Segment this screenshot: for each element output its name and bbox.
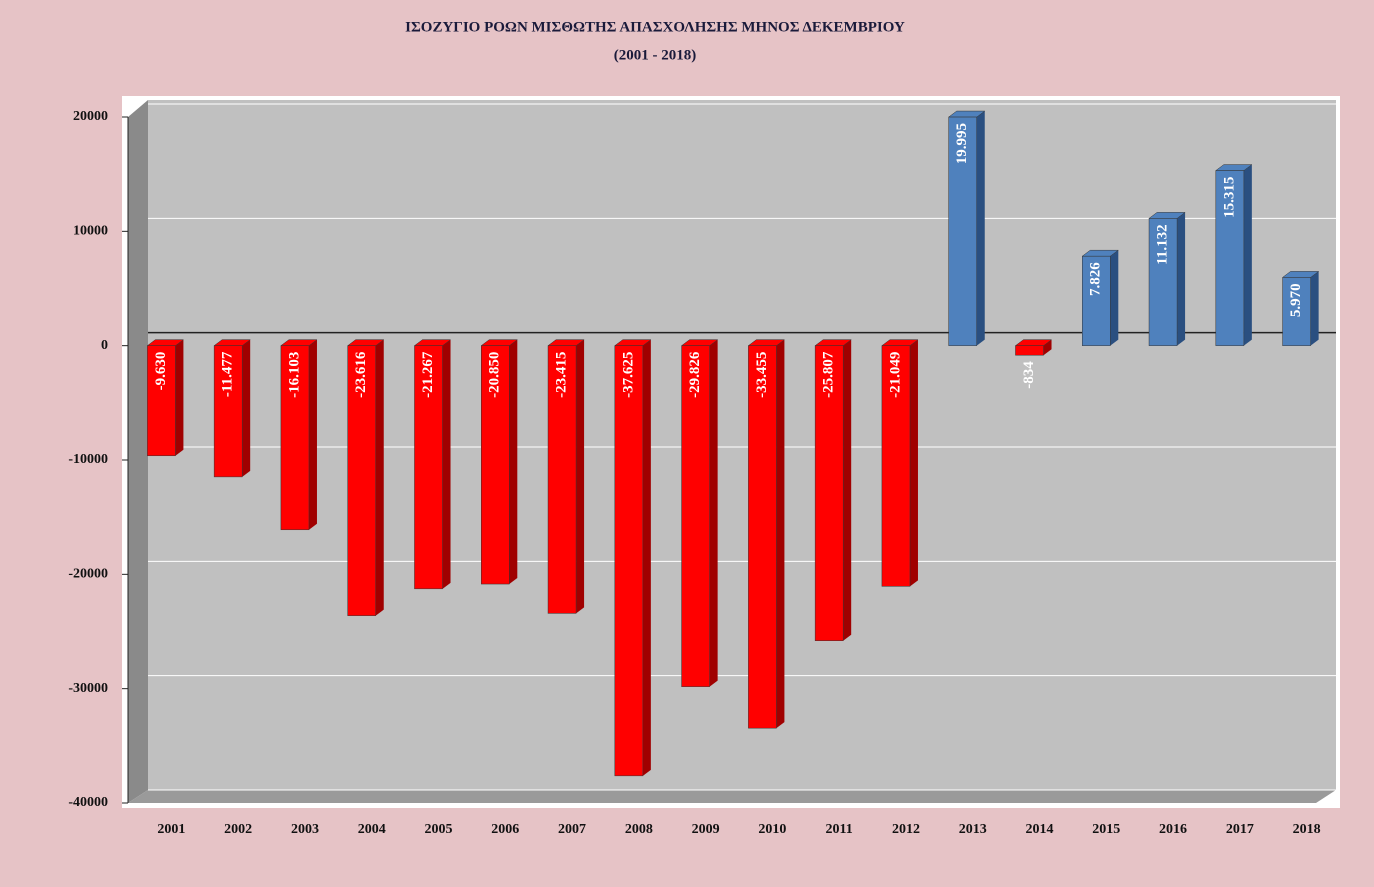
y-tick-label: 20000 [73,109,108,124]
chart-subtitle: (2001 - 2018) [614,47,697,63]
value-label: 15.315 [1221,177,1237,218]
bar-side [442,339,451,589]
plot-area [148,100,1336,790]
bar-side [576,339,585,614]
x-tick-label: 2016 [1159,822,1187,837]
bar-side [843,339,852,641]
bar-side [308,339,317,530]
bar [1282,277,1311,346]
value-label: -23.616 [353,351,369,398]
bar-side [1177,212,1186,346]
bar [881,345,911,587]
side-wall [128,100,148,803]
bar [614,345,644,777]
value-label: -9.630 [153,352,169,391]
value-label: -21.267 [420,351,436,398]
bar-side [509,339,518,585]
value-label: -29.826 [687,351,703,398]
bar-side [1243,164,1252,346]
bar [1148,218,1178,346]
bar-side [976,111,985,346]
bar-side [1110,250,1119,346]
bar-side [375,339,384,616]
x-tick-label: 2017 [1226,822,1254,837]
y-tick-label: 0 [101,338,108,353]
bar [681,345,710,687]
value-label: -20.850 [487,352,503,398]
bar-side [1043,339,1052,356]
bar [1215,170,1245,346]
bar-side [1310,271,1319,346]
bar [547,345,577,614]
x-tick-label: 2012 [892,822,920,837]
value-label: -21.049 [887,352,903,398]
bar-side [175,339,184,456]
x-tick-label: 2013 [959,822,987,837]
value-label: -37.625 [620,352,636,398]
value-label: -834 [1021,361,1037,389]
value-label: 11.132 [1154,224,1170,264]
value-label: -33.455 [754,352,770,398]
value-label: 19.995 [954,123,970,164]
x-tick-label: 2001 [157,822,185,837]
y-tick-label: -10000 [68,452,108,467]
x-tick-label: 2003 [291,822,319,837]
bar [948,116,977,346]
bar [1082,255,1111,346]
x-tick-label: 2011 [826,822,853,837]
value-label: -25.807 [821,351,837,398]
bar-side [709,339,718,687]
bar [814,345,844,641]
x-tick-label: 2004 [358,822,386,837]
x-tick-label: 2002 [224,822,252,837]
x-tick-label: 2005 [425,822,453,837]
bar [213,345,243,478]
bar-side [776,339,785,729]
value-label: -16.103 [286,352,302,398]
x-tick-label: 2015 [1092,822,1120,837]
y-tick-label: 10000 [73,224,108,239]
value-label: -11.477 [220,351,236,397]
x-tick-label: 2006 [491,822,519,837]
bar [748,345,777,729]
floor [128,790,1336,803]
bar-side [242,339,251,477]
chart-title: ΙΣΟΖΥΓΙΟ ΡΟΩΝ ΜΙΣΘΩΤΗΣ ΑΠΑΣΧΟΛΗΣΗΣ ΜΗΝΟΣ… [405,19,905,35]
y-tick-label: -40000 [68,795,108,810]
x-tick-label: 2007 [558,822,586,837]
bar [147,345,176,457]
value-label: 7.826 [1088,262,1104,296]
x-tick-label: 2018 [1293,822,1321,837]
x-tick-label: 2010 [758,822,786,837]
bar [1015,345,1044,356]
value-label: -23.415 [553,352,569,398]
bar-side [909,339,918,587]
bar [414,345,443,590]
y-tick-label: -20000 [68,567,108,582]
value-label: 5.970 [1288,283,1304,317]
y-tick-label: -30000 [68,681,108,696]
bar [481,345,510,585]
bar-side [642,339,651,776]
x-tick-label: 2014 [1026,822,1054,837]
x-tick-label: 2008 [625,822,653,837]
bar [347,345,376,616]
x-tick-label: 2009 [692,822,720,837]
bar [280,345,310,531]
